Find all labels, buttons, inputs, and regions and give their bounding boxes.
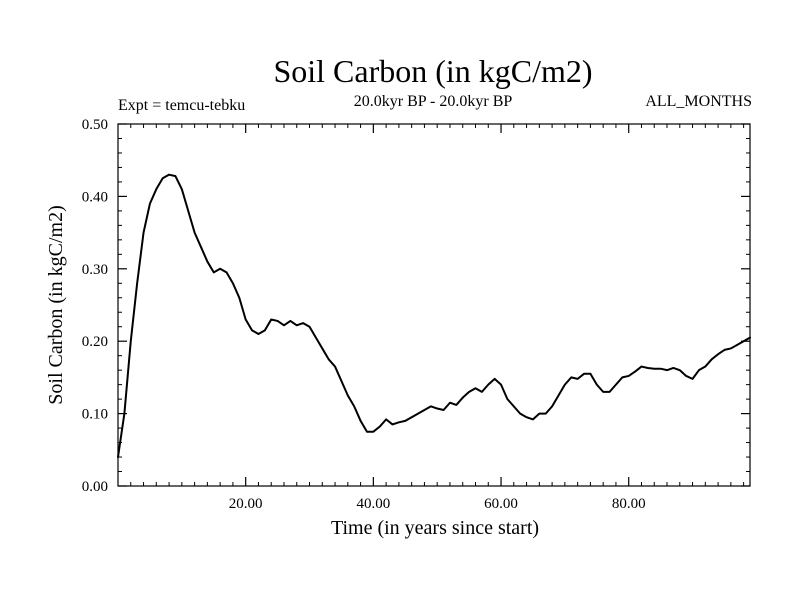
x-tick-label: 80.00 (612, 496, 646, 512)
series-line (117, 173, 751, 459)
y-tick-label: 0.10 (82, 407, 108, 423)
chart-title: Soil Carbon (in kgC/m2) (273, 53, 592, 89)
y-axis-label: Soil Carbon (in kgC/m2) (45, 205, 67, 404)
y-tick-label: 0.40 (82, 189, 108, 205)
chart-subtitle: 20.0kyr BP - 20.0kyr BP (354, 93, 513, 110)
y-tick-label: 0.00 (82, 479, 108, 495)
x-tick-label: 60.00 (484, 496, 518, 512)
months-label: ALL_MONTHS (645, 93, 752, 110)
y-tick-label: 0.30 (82, 262, 108, 278)
experiment-label: Expt = temcu-tebku (118, 97, 245, 114)
x-axis-label: Time (in years since start) (331, 517, 539, 539)
axis-ticks: 20.00 40.00 60.00 80.00 0.00 0.10 0.20 0.30 0.40… (82, 117, 750, 512)
y-tick-label: 0.50 (82, 117, 108, 133)
series-layer (117, 173, 751, 459)
plot-frame (117, 123, 751, 487)
y-tick-label: 0.20 (82, 334, 108, 350)
x-tick-label: 20.00 (229, 496, 263, 512)
x-tick-label: 40.00 (356, 496, 390, 512)
